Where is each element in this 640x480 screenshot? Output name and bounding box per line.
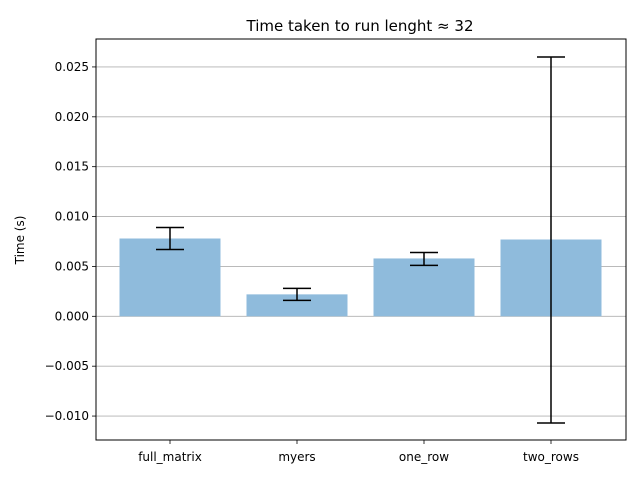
y-axis-label: Time (s) [13, 216, 27, 266]
y-tick-label: 0.025 [55, 60, 89, 74]
x-tick-label: one_row [399, 450, 449, 464]
y-tick-label: −0.005 [45, 359, 89, 373]
y-tick-label: 0.015 [55, 160, 89, 174]
x-tick-label: full_matrix [138, 450, 202, 464]
y-axis-ticks: −0.010 −0.005 0.000 0.005 0.010 0.015 0.020 0.0… [45, 60, 96, 423]
bar-myers [246, 294, 348, 317]
plot-frame [95, 38, 627, 441]
bar-full-matrix [119, 238, 221, 317]
bars [119, 238, 602, 317]
error-bars [156, 56, 565, 424]
x-tick-label: two_rows [523, 450, 579, 464]
y-tick-label: 0.010 [55, 210, 89, 224]
bar-one-row [373, 258, 475, 317]
chart-title: Time taken to run lenght ≈ 32 [246, 17, 474, 35]
y-tick-label: 0.020 [55, 110, 89, 124]
y-tick-label: −0.010 [45, 409, 89, 423]
x-axis-ticks: full_matrix myers one_row two_rows [138, 440, 579, 464]
x-tick-label: myers [278, 450, 315, 464]
y-tick-label: 0.000 [55, 309, 89, 323]
y-tick-label: 0.005 [55, 259, 89, 273]
